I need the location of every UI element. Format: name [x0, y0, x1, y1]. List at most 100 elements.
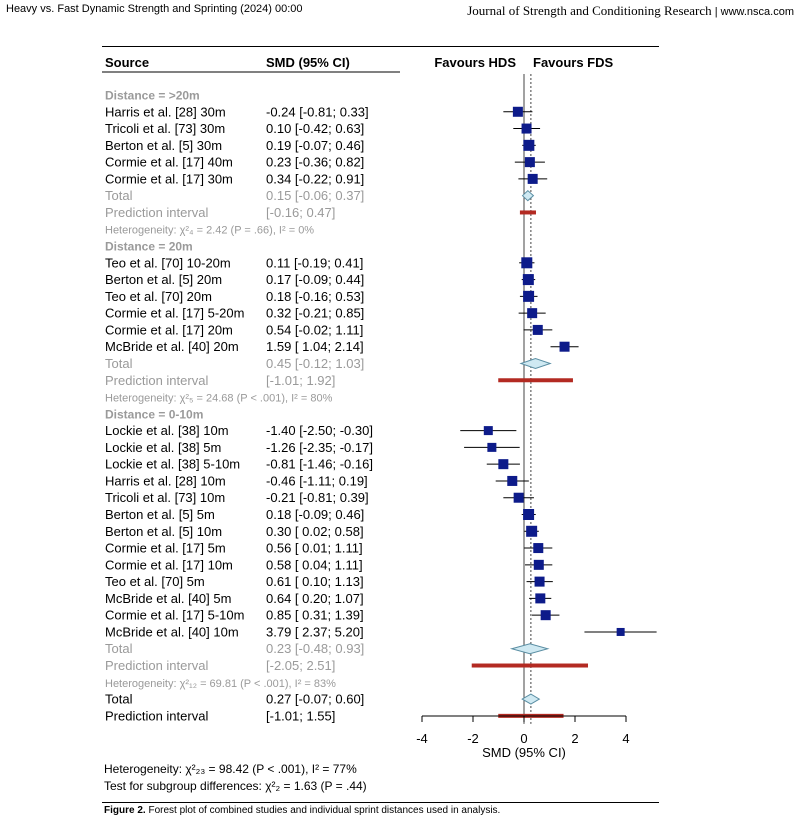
estimate-ci-text: -0.24 [-0.81; 0.33]: [266, 104, 369, 119]
study-point-square: [616, 627, 625, 636]
subgroup-diamond: [519, 357, 552, 370]
x-tick-label: 2: [571, 731, 578, 746]
prediction-label: Prediction interval: [105, 373, 208, 388]
subgroup-test: Test for subgroup differences: χ²₂ = 1.6…: [104, 779, 367, 793]
study-point-square: [523, 509, 535, 520]
study-label: Cormie et al. [17] 5-20m: [105, 306, 244, 321]
study-label: Cormie et al. [17] 40m: [105, 155, 233, 170]
study-point-square: [535, 593, 546, 604]
study-label: Berton et al. [5] 30m: [105, 138, 222, 153]
study-point-square: [527, 173, 538, 184]
subgroup-heterogeneity: Heterogeneity: χ²₁₂ = 69.81 (P < .001), …: [105, 678, 336, 690]
study-point-square: [521, 123, 532, 134]
estimate-ci-text: 0.32 [-0.21; 0.85]: [266, 306, 364, 321]
estimate-ci-text: 0.54 [-0.02; 1.11]: [266, 322, 363, 337]
study-label: Cormie et al. [17] 10m: [105, 557, 233, 572]
study-point-square: [498, 459, 509, 470]
estimate-ci-text: 0.27 [-0.07; 0.60]: [266, 692, 364, 707]
x-tick-label: -4: [416, 731, 428, 746]
estimate-ci-text: -0.81 [-1.46; -0.16]: [266, 457, 373, 472]
study-point-square: [533, 559, 544, 570]
estimate-ci-text: 0.18 [-0.09; 0.46]: [266, 507, 364, 522]
estimate-ci-text: 0.19 [-0.07; 0.46]: [266, 138, 364, 153]
study-point-square: [532, 324, 543, 335]
prediction-label: Prediction interval: [105, 708, 208, 723]
study-label: Harris et al. [28] 30m: [105, 104, 226, 119]
study-label: Cormie et al. [17] 5-10m: [105, 608, 244, 623]
caption-label: Figure 2.: [104, 805, 146, 816]
estimate-ci-text: 0.30 [ 0.02; 0.58]: [266, 524, 364, 539]
estimate-ci-text: 0.10 [-0.42; 0.63]: [266, 121, 364, 136]
overall-heterogeneity: Heterogeneity: χ²₂₃ = 98.42 (P < .001), …: [104, 762, 357, 776]
estimate-ci-text: -0.21 [-0.81; 0.39]: [266, 490, 369, 505]
figure-caption: Figure 2. Forest plot of combined studie…: [104, 805, 500, 816]
study-point-square: [521, 257, 533, 269]
caption-text: Forest plot of combined studies and indi…: [148, 805, 501, 816]
estimate-ci-text: 0.56 [ 0.01; 1.11]: [266, 541, 363, 556]
estimate-ci-text: 0.61 [ 0.10; 1.13]: [266, 574, 364, 589]
estimate-ci-text: 0.23 [-0.36; 0.82]: [266, 155, 364, 170]
prediction-interval-bar: [498, 378, 573, 383]
x-tick-label: 0: [520, 731, 527, 746]
subgroup-heterogeneity: Heterogeneity: χ²₅ = 24.68 (P < .001), I…: [105, 393, 333, 405]
favours-left-label: Favours HDS: [434, 55, 516, 70]
study-label: Teo et al. [70] 10-20m: [105, 255, 231, 270]
estimate-ci-text: [-2.05; 2.51]: [266, 658, 335, 673]
study-point-square: [512, 106, 523, 117]
favours-right-label: Favours FDS: [533, 55, 614, 70]
estimate-ci-text: -1.40 [-2.50; -0.30]: [266, 423, 373, 438]
study-label: Cormie et al. [17] 5m: [105, 541, 226, 556]
total-label: Total: [105, 641, 133, 656]
study-point-square: [540, 610, 551, 621]
study-point-square: [483, 426, 493, 436]
estimate-ci-text: [-0.16; 0.47]: [266, 205, 335, 220]
prediction-interval-bar: [471, 663, 589, 668]
study-label: Teo et al. [70] 5m: [105, 574, 205, 589]
study-label: Lockie et al. [38] 5m: [105, 440, 221, 455]
study-point-square: [522, 274, 534, 286]
study-point-square: [534, 576, 545, 587]
estimate-ci-text: 0.15 [-0.06; 0.37]: [266, 188, 364, 203]
subgroup-header: Distance = 20m: [105, 240, 193, 254]
subgroup-header: Distance = >20m: [105, 89, 200, 103]
x-tick-label: 4: [622, 731, 629, 746]
study-point-square: [526, 525, 538, 537]
estimate-ci-text: 1.59 [ 1.04; 2.14]: [266, 339, 364, 354]
study-point-square: [513, 492, 524, 503]
subgroup-diamond: [509, 643, 550, 655]
caption-rule: [102, 802, 659, 803]
study-label: Berton et al. [5] 20m: [105, 272, 222, 287]
x-axis-label: SMD (95% CI): [482, 745, 566, 760]
estimate-ci-text: 0.58 [ 0.04; 1.11]: [266, 557, 363, 572]
x-tick-label: -2: [467, 731, 479, 746]
estimate-ci-text: 0.45 [-0.12; 1.03]: [266, 356, 364, 371]
study-label: McBride et al. [40] 10m: [105, 624, 239, 639]
study-label: Harris et al. [28] 10m: [105, 473, 226, 488]
prediction-label: Prediction interval: [105, 205, 208, 220]
overall-diamond: [521, 693, 541, 705]
estimate-ci-text: 3.79 [ 2.37; 5.20]: [266, 624, 364, 639]
estimate-ci-text: 0.34 [-0.22; 0.91]: [266, 171, 364, 186]
journal-name: Journal of Strength and Conditioning Res…: [467, 3, 712, 18]
estimate-ci-text: 0.17 [-0.09; 0.44]: [266, 272, 364, 287]
column-header-estimate: SMD (95% CI): [266, 55, 350, 70]
study-label: McBride et al. [40] 20m: [105, 339, 239, 354]
estimate-ci-text: -0.46 [-1.11; 0.19]: [266, 473, 368, 488]
running-header-title: Heavy vs. Fast Dynamic Strength and Spri…: [6, 3, 303, 15]
study-point-square: [527, 308, 538, 319]
total-label: Total: [105, 188, 133, 203]
study-label: Cormie et al. [17] 30m: [105, 171, 233, 186]
column-header-source: Source: [105, 55, 149, 70]
prediction-label: Prediction interval: [105, 658, 208, 673]
estimate-ci-text: 0.23 [-0.48; 0.93]: [266, 641, 364, 656]
subgroup-header: Distance = 0-10m: [105, 407, 203, 421]
estimate-ci-text: 0.85 [ 0.31; 1.39]: [266, 608, 364, 623]
journal-website-link[interactable]: www.nsca.com: [720, 6, 794, 18]
study-point-square: [487, 442, 497, 452]
forest-plot: Source SMD (95% CI) Favours HDS Favours FDS…: [102, 55, 657, 760]
study-label: Cormie et al. [17] 20m: [105, 322, 233, 337]
study-point-square: [524, 157, 535, 168]
estimate-ci-text: -1.26 [-2.35; -0.17]: [266, 440, 373, 455]
study-label: Lockie et al. [38] 5-10m: [105, 457, 240, 472]
estimate-ci-text: 0.18 [-0.16; 0.53]: [266, 289, 364, 304]
